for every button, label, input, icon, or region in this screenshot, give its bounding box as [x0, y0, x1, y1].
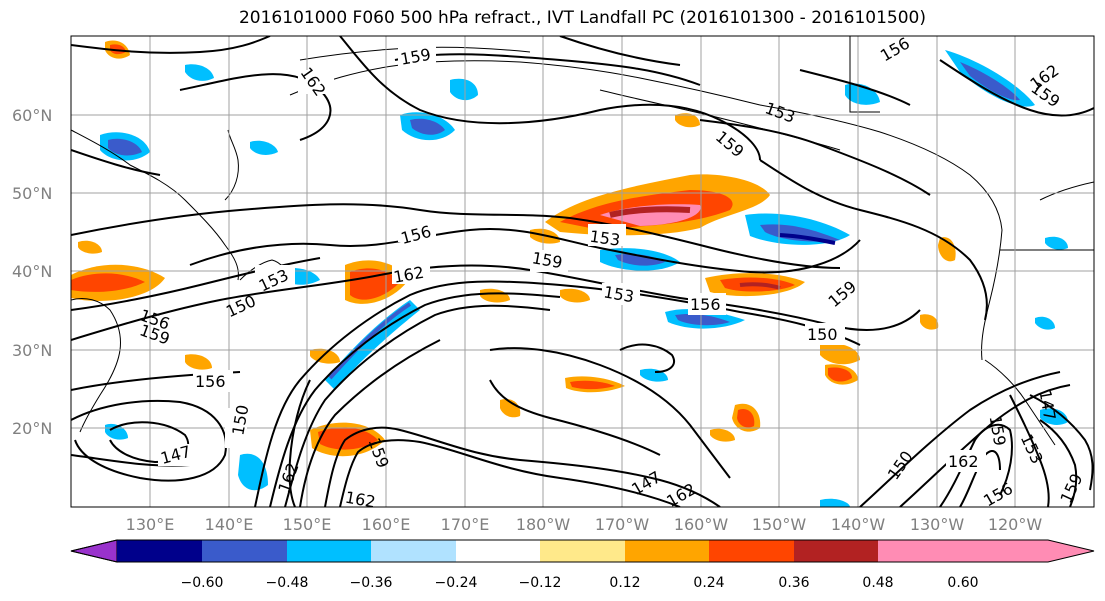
colorbar-extend-low — [70, 539, 118, 563]
lon-label: 140°E — [205, 515, 254, 534]
lon-label: 160°W — [674, 515, 729, 534]
lon-label: 150°E — [283, 515, 332, 534]
longitude-labels: 130°E 140°E 150°E 160°E 170°E 180°W 170°… — [126, 515, 1043, 534]
colorbar-segment — [540, 540, 625, 562]
colorbar-tick-label: 0.36 — [778, 575, 809, 591]
latitude-labels: 60°N 50°N 40°N 30°N 20°N — [12, 106, 52, 438]
colorbar-segment — [625, 540, 709, 562]
colorbar-segment — [878, 540, 963, 562]
colorbar: −0.60 −0.48 −0.36 −0.24 −0.12 0.12 0.24 … — [70, 539, 1095, 591]
colorbar-extend-high — [963, 540, 1094, 562]
lat-label: 20°N — [12, 419, 52, 438]
lon-label: 140°W — [831, 515, 886, 534]
contour-label: 153 — [588, 227, 621, 250]
colorbar-tick-label: −0.12 — [519, 575, 562, 591]
plot-frame — [70, 35, 1095, 508]
lat-label: 40°N — [12, 262, 52, 281]
lon-label: 170°E — [441, 515, 490, 534]
colorbar-tick-label: 0.24 — [693, 575, 724, 591]
colorbar-segment — [794, 540, 878, 562]
colorbar-tick-label: 0.12 — [609, 575, 640, 591]
lon-label: 170°W — [595, 515, 650, 534]
colorbar-tick-label: −0.36 — [350, 575, 393, 591]
lon-label: 130°E — [126, 515, 175, 534]
colorbar-segment — [287, 540, 371, 562]
colorbar-segment — [202, 540, 287, 562]
contour-label: 156 — [195, 372, 226, 391]
lat-label: 30°N — [12, 341, 52, 360]
lat-label: 50°N — [12, 184, 52, 203]
lon-label: 120°W — [988, 515, 1043, 534]
contour-label: 162 — [344, 488, 377, 512]
lon-label: 150°W — [752, 515, 807, 534]
lon-label: 160°E — [362, 515, 411, 534]
contour-label: 156 — [690, 295, 721, 314]
colorbar-tick-label: 0.48 — [862, 575, 893, 591]
colorbar-tick-label: −0.24 — [435, 575, 478, 591]
height-contours — [71, 36, 1094, 507]
colorbar-tick-label: 0.60 — [947, 575, 978, 591]
lon-label: 180°W — [516, 515, 571, 534]
colorbar-segment — [371, 540, 456, 562]
colorbar-segment — [456, 540, 540, 562]
colorbar-tick-label: −0.60 — [181, 575, 224, 591]
shaded-field — [71, 40, 1068, 507]
map-title: 2016101000 F060 500 hPa refract., IVT La… — [238, 8, 926, 28]
colorbar-segment — [709, 540, 794, 562]
lat-label: 60°N — [12, 106, 52, 125]
lon-label: 130°W — [910, 515, 965, 534]
colorbar-tick-label: −0.48 — [266, 575, 309, 591]
contour-label: 150 — [807, 325, 838, 344]
colorbar-segment — [117, 540, 202, 562]
contour-label: 162 — [948, 452, 979, 471]
